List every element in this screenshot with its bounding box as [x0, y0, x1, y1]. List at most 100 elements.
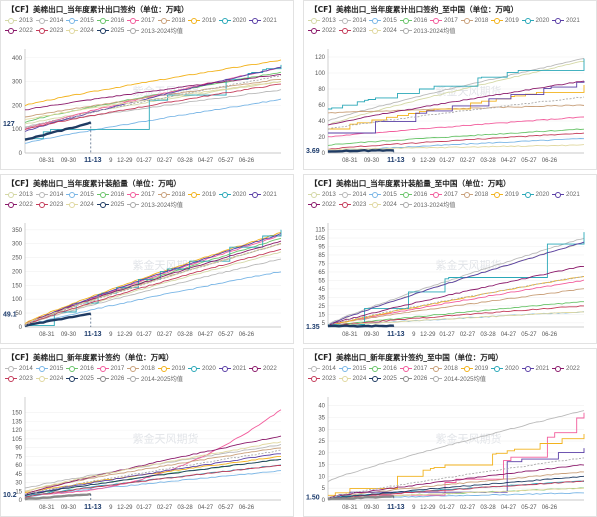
legend-item[interactable]: 2020 — [491, 365, 522, 372]
legend-item[interactable]: 2022 — [552, 365, 583, 372]
legend-item[interactable]: 2020 — [521, 17, 553, 24]
legend-swatch-icon — [369, 191, 381, 198]
legend-item[interactable]: 2025 — [66, 374, 97, 383]
legend-item[interactable]: 2017 — [399, 365, 431, 372]
legend-label: 2021 — [232, 365, 247, 372]
legend-item[interactable]: 2020 — [218, 191, 250, 198]
legend-item[interactable]: 2020 — [188, 365, 219, 372]
legend-item[interactable]: 2015 — [369, 191, 400, 198]
legend-item[interactable]: 2024 — [35, 374, 67, 383]
legend-item[interactable]: 2019 — [188, 17, 219, 24]
legend-item[interactable]: 2013 — [5, 17, 36, 24]
legend-item[interactable]: 2022 — [5, 200, 36, 209]
legend-item[interactable]: 2024 — [369, 200, 400, 209]
legend-item[interactable]: 2016 — [96, 17, 128, 24]
legend-item[interactable]: 2021 — [249, 17, 280, 24]
legend-item[interactable]: 2014-2025均值 — [430, 374, 498, 383]
legend-item[interactable]: 2014 — [35, 17, 67, 24]
legend-swatch-icon — [66, 27, 78, 34]
legend-item[interactable]: 2018 — [460, 17, 492, 24]
legend-item[interactable]: 2024 — [66, 26, 97, 35]
legend-item[interactable]: 2020 — [521, 191, 553, 198]
legend-item[interactable]: 2015 — [66, 17, 97, 24]
legend-item[interactable]: 2013-2024均值 — [127, 200, 195, 209]
legend-item[interactable]: 2021 — [521, 365, 553, 372]
legend-label: 2013 — [322, 191, 336, 198]
legend-item[interactable]: 2016 — [369, 365, 400, 372]
legend-item[interactable]: 2022 — [308, 26, 339, 35]
legend-item[interactable]: 2021 — [218, 365, 250, 372]
legend-swatch-icon — [430, 365, 442, 372]
legend-label: 2013-2024均值 — [141, 202, 183, 209]
legend-item[interactable]: 2013 — [308, 17, 339, 24]
legend-item[interactable]: 2015 — [35, 365, 67, 372]
legend-item[interactable]: 2018 — [430, 365, 461, 372]
legend-item[interactable]: 2026 — [96, 374, 128, 383]
legend-swatch-icon — [66, 365, 78, 372]
x-tick-label: 08-31 — [342, 505, 358, 511]
legend-item[interactable]: 2019 — [491, 191, 522, 198]
legend-item[interactable]: 2014 — [35, 191, 67, 198]
legend-item[interactable]: 2024 — [66, 200, 97, 209]
legend-item[interactable]: 2019 — [491, 17, 522, 24]
legend-item[interactable]: 2023 — [5, 374, 36, 383]
legend-item[interactable]: 2014 — [308, 365, 339, 372]
legend-item[interactable]: 2017 — [430, 17, 461, 24]
legend-item[interactable]: 2023 — [35, 200, 67, 209]
legend-item[interactable]: 2014-2025均值 — [127, 374, 195, 383]
legend-item[interactable]: 2016 — [66, 365, 97, 372]
legend-item[interactable]: 2018 — [127, 365, 158, 372]
legend-item[interactable]: 2021 — [249, 191, 280, 198]
legend-item[interactable]: 2019 — [460, 365, 492, 372]
legend-item[interactable]: 2018 — [460, 191, 492, 198]
legend-item[interactable]: 2015 — [338, 365, 370, 372]
legend-label: 2022 — [263, 365, 277, 372]
current-value-label: 3.69 — [306, 148, 320, 155]
legend-item[interactable]: 2020 — [218, 17, 250, 24]
legend-item[interactable]: 2022 — [308, 200, 339, 209]
legend-item[interactable]: 2021 — [552, 17, 583, 24]
legend-item[interactable]: 2014 — [5, 365, 36, 372]
legend-item[interactable]: 2017 — [127, 191, 158, 198]
legend-label: 2025 — [383, 375, 397, 382]
legend-item[interactable]: 2023 — [308, 374, 339, 383]
legend-item[interactable]: 2016 — [96, 191, 128, 198]
legend-item[interactable]: 2016 — [399, 191, 431, 198]
legend-item[interactable]: 2013 — [308, 191, 339, 198]
legend-item[interactable]: 2022 — [5, 26, 36, 35]
legend-item[interactable]: 2013-2024均值 — [399, 26, 468, 35]
legend-swatch-icon — [399, 191, 412, 198]
legend-item[interactable]: 2021 — [552, 191, 583, 198]
legend-item[interactable]: 2022 — [249, 365, 280, 372]
legend-item[interactable]: 2015 — [66, 191, 97, 198]
legend-item[interactable]: 2023 — [35, 26, 67, 35]
legend-item[interactable]: 2024 — [369, 26, 400, 35]
legend-item[interactable]: 2023 — [338, 200, 370, 209]
legend-item[interactable]: 2014 — [338, 191, 370, 198]
legend-item[interactable]: 2017 — [127, 17, 158, 24]
legend-swatch-icon — [338, 191, 351, 198]
legend-item[interactable]: 2013-2024均值 — [399, 200, 468, 209]
legend-item[interactable]: 2019 — [188, 191, 219, 198]
legend-swatch-icon — [552, 17, 564, 24]
legend-item[interactable]: 2026 — [399, 374, 431, 383]
legend-item[interactable]: 2023 — [338, 26, 370, 35]
legend-item[interactable]: 2018 — [157, 17, 189, 24]
legend-item[interactable]: 2017 — [430, 191, 461, 198]
legend-item[interactable]: 2025 — [96, 26, 128, 35]
y-tick-label: 20 — [318, 451, 325, 457]
legend-item[interactable]: 2019 — [157, 365, 189, 372]
legend-item[interactable]: 2025 — [369, 374, 400, 383]
legend-item[interactable]: 2015 — [369, 17, 400, 24]
series-line — [327, 58, 585, 122]
legend-item[interactable]: 2017 — [96, 365, 128, 372]
legend-item[interactable]: 2013-2024均值 — [127, 26, 195, 35]
legend-label: 2018 — [474, 191, 489, 198]
x-tick-label: 06-26 — [239, 332, 255, 338]
legend-item[interactable]: 2016 — [399, 17, 431, 24]
legend-item[interactable]: 2013 — [5, 191, 36, 198]
legend-item[interactable]: 2014 — [338, 17, 370, 24]
legend-item[interactable]: 2024 — [338, 374, 370, 383]
legend-item[interactable]: 2018 — [157, 191, 189, 198]
legend-item[interactable]: 2025 — [96, 200, 128, 209]
